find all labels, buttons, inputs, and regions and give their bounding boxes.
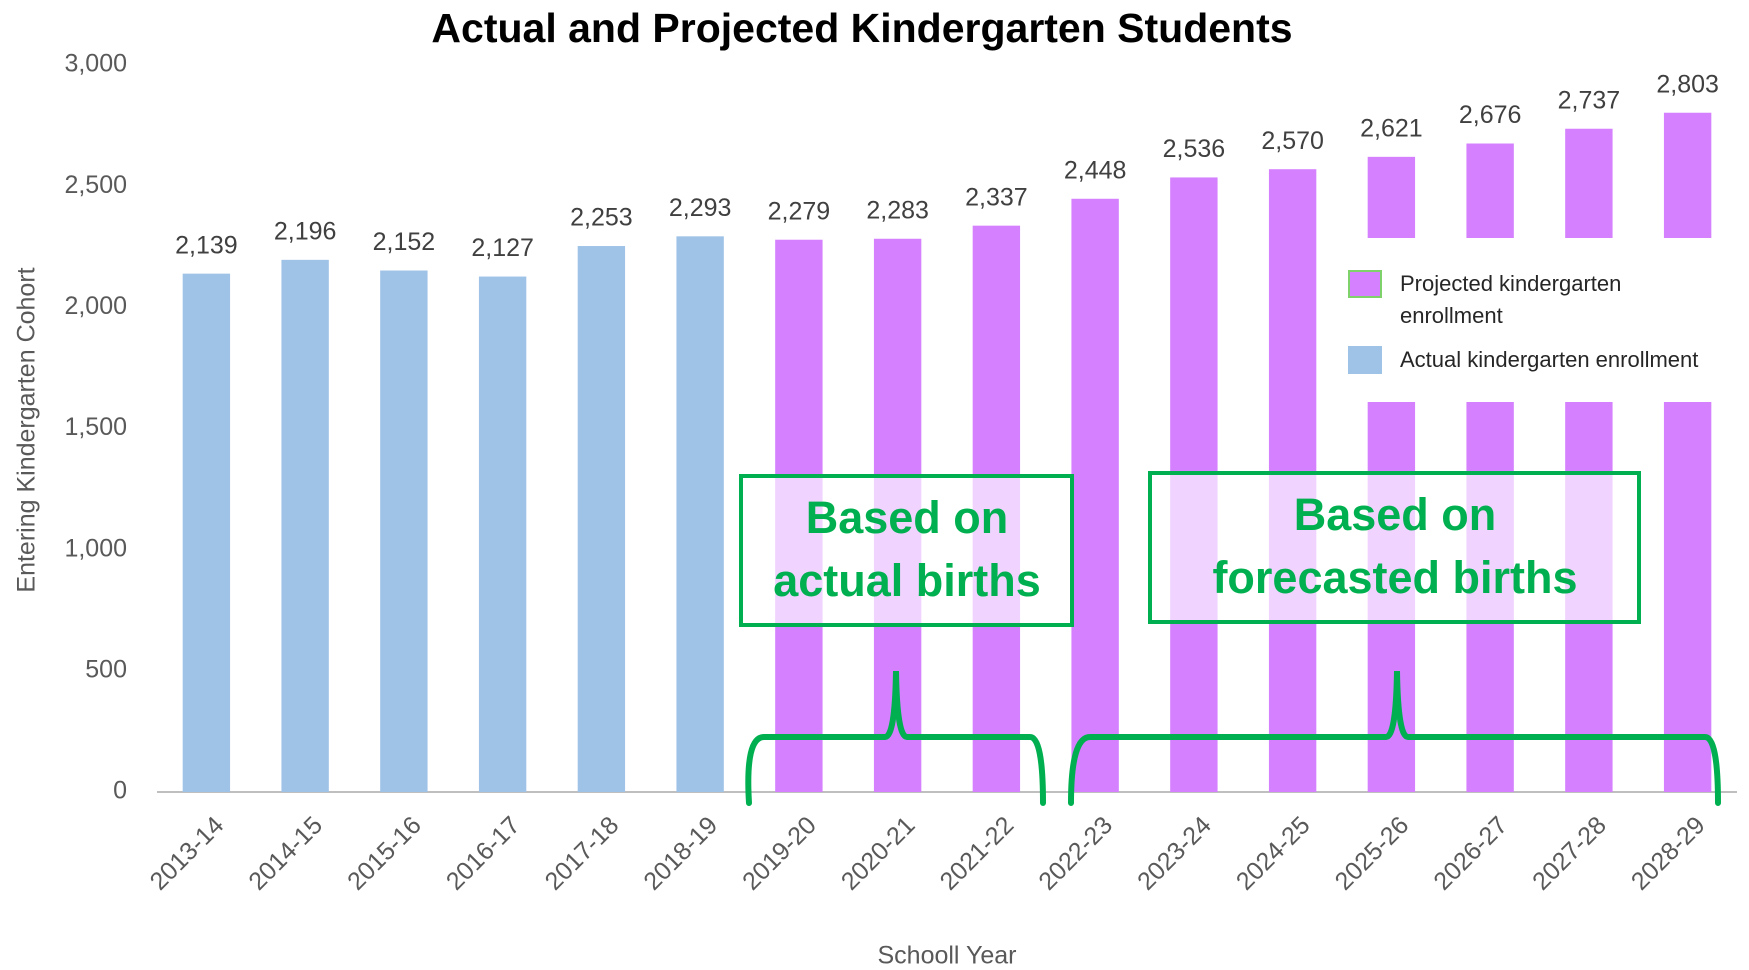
data-label: 2,196	[274, 217, 337, 245]
legend-item: Projected kindergarten enrollment	[1348, 268, 1648, 332]
data-label: 2,152	[373, 228, 436, 256]
bar	[676, 236, 724, 793]
bar	[1663, 112, 1712, 792]
annotation: forecasted births	[1212, 552, 1577, 603]
data-label: 2,293	[669, 194, 732, 222]
data-label: 2,127	[471, 234, 534, 262]
data-label: 2,283	[866, 196, 929, 224]
data-label: 2,139	[175, 231, 238, 259]
legend-item: Actual kindergarten enrollment	[1348, 344, 1748, 376]
bar	[1071, 198, 1119, 792]
y-tick-label: 500	[85, 655, 127, 683]
annotation: Based on	[806, 492, 1009, 543]
legend-swatch	[1348, 346, 1382, 374]
x-axis-title: Schooll Year	[877, 942, 1016, 970]
annotation-box	[1148, 471, 1641, 624]
bar	[182, 273, 231, 792]
brace	[1068, 670, 1721, 806]
data-label: 2,253	[570, 204, 633, 232]
bar	[577, 246, 626, 792]
legend: Projected kindergarten enrollment Actual…	[1340, 238, 1749, 402]
legend-swatch	[1348, 270, 1382, 298]
data-label: 2,448	[1064, 156, 1127, 184]
y-tick-label: 1,500	[64, 413, 127, 441]
legend-label: Actual kindergarten enrollment	[1400, 347, 1699, 372]
annotation-box	[739, 474, 1074, 627]
bar	[380, 270, 428, 792]
data-label: 2,536	[1163, 135, 1226, 163]
data-label: 2,279	[768, 197, 831, 225]
bar	[478, 276, 527, 792]
y-tick-label: 3,000	[64, 50, 127, 78]
bar	[281, 259, 329, 792]
brace	[745, 670, 1046, 806]
y-tick-label: 2,500	[64, 171, 127, 199]
y-axis-title: Entering Kindergarten Cohort	[13, 267, 41, 592]
y-tick-label: 0	[113, 777, 127, 805]
annotation: actual births	[773, 555, 1041, 606]
legend-label: Projected kindergarten enrollment	[1400, 271, 1622, 328]
data-label: 2,621	[1360, 114, 1423, 142]
data-label: 2,676	[1459, 101, 1522, 129]
y-tick-label: 1,000	[64, 534, 127, 562]
chart-title: Actual and Projected Kindergarten Studen…	[431, 5, 1292, 51]
data-label: 2,737	[1558, 86, 1621, 114]
data-label: 2,570	[1261, 127, 1324, 155]
data-label: 2,337	[965, 183, 1028, 211]
annotation: Based on	[1294, 489, 1497, 540]
data-label: 2,803	[1656, 70, 1719, 98]
y-tick-label: 2,000	[64, 292, 127, 320]
